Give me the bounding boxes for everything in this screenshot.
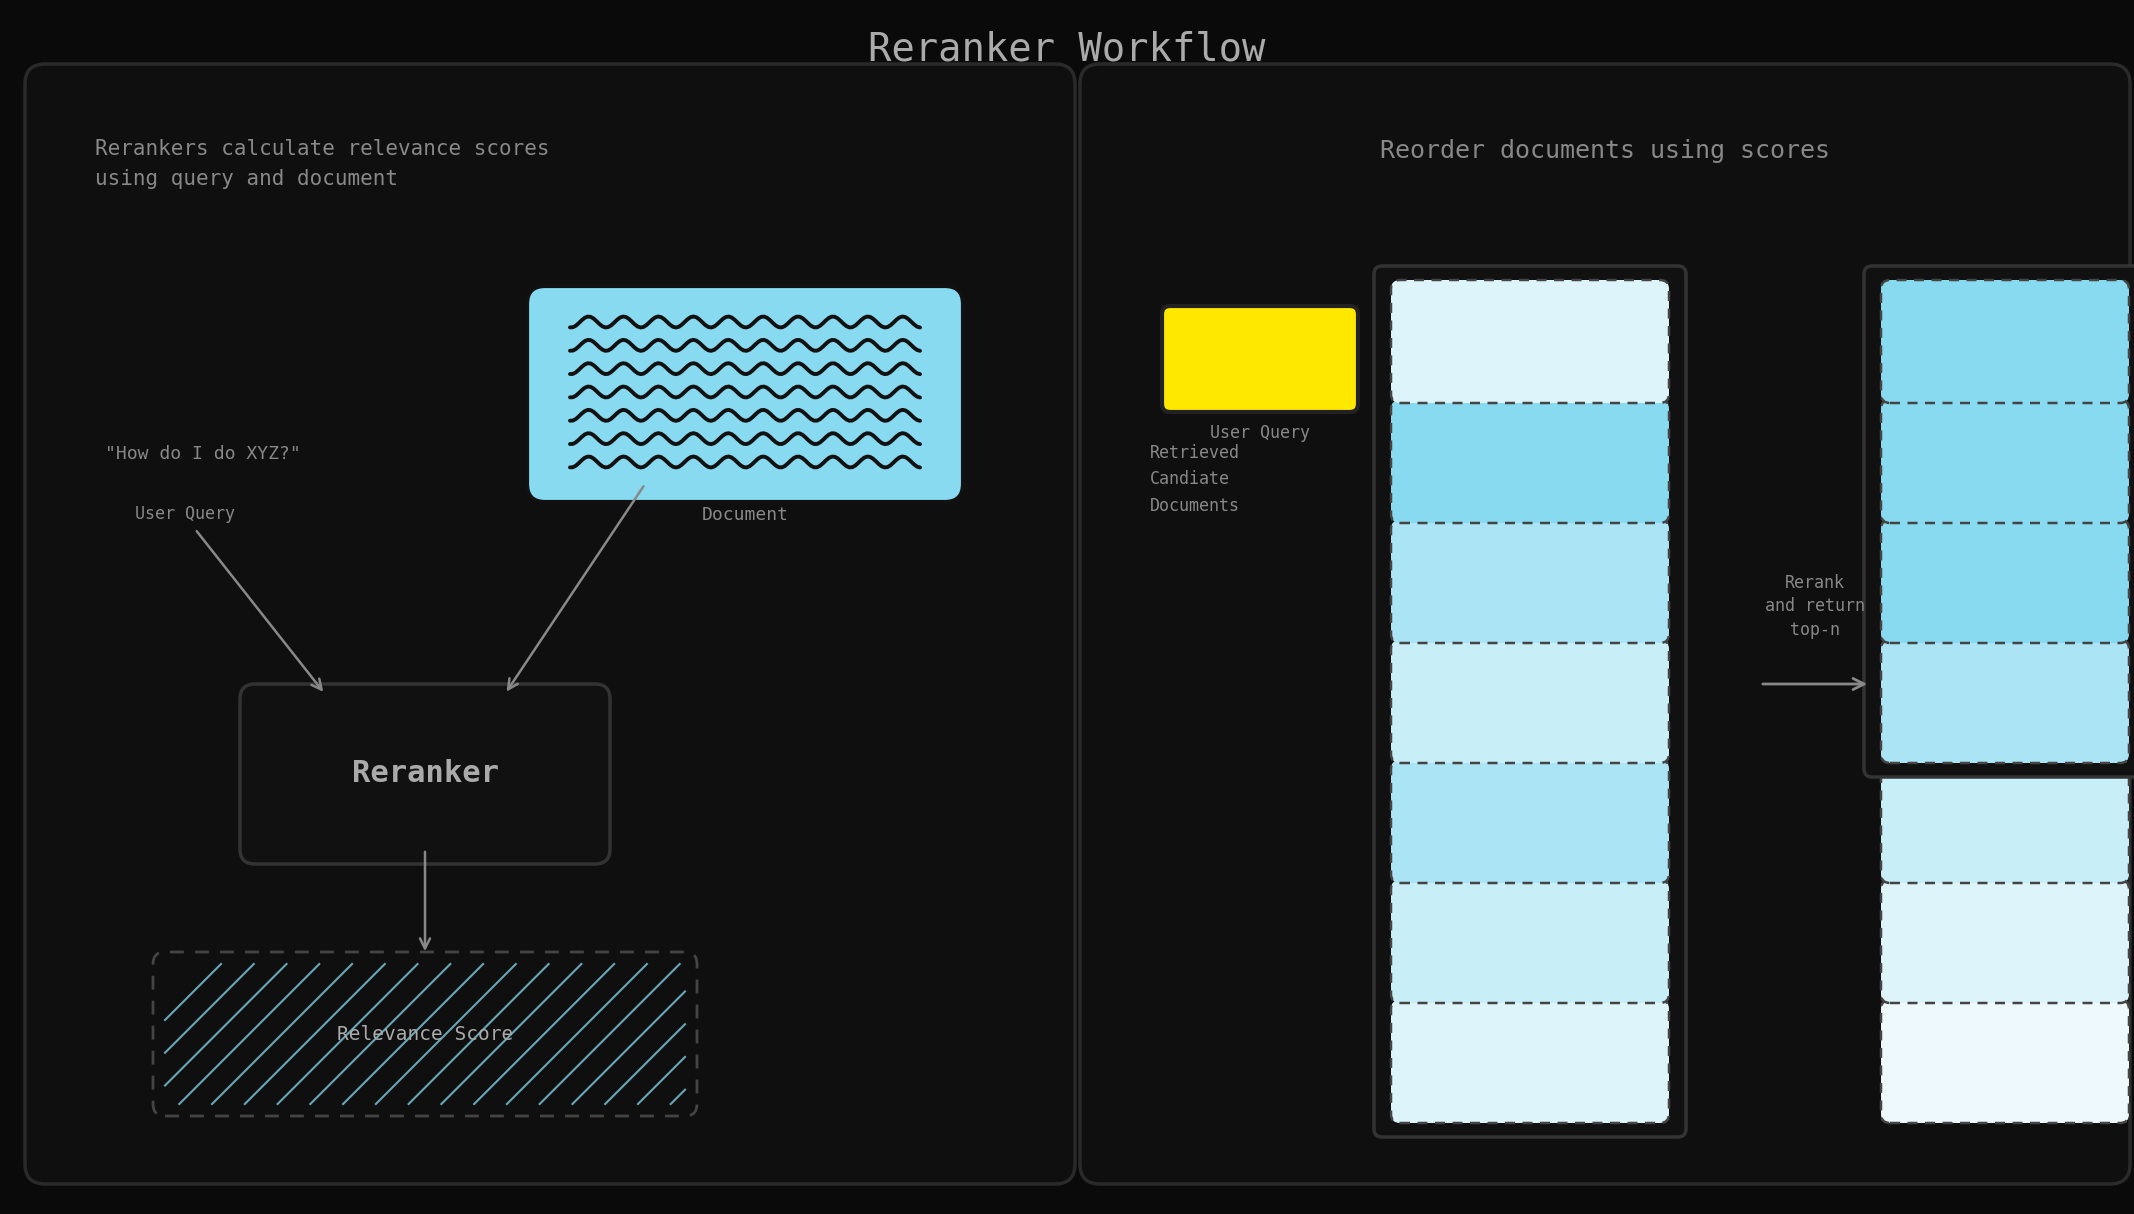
- Text: Relevance Score: Relevance Score: [337, 1025, 512, 1044]
- Text: Reranker: Reranker: [352, 760, 499, 789]
- Text: Reorder documents using scores: Reorder documents using scores: [1381, 138, 1831, 163]
- Text: User Query: User Query: [1210, 424, 1310, 442]
- FancyBboxPatch shape: [26, 64, 1076, 1184]
- FancyBboxPatch shape: [1880, 1000, 2130, 1123]
- Text: "How do I do XYZ?": "How do I do XYZ?": [105, 446, 301, 463]
- FancyBboxPatch shape: [154, 952, 698, 1116]
- FancyBboxPatch shape: [1880, 520, 2130, 643]
- FancyBboxPatch shape: [1880, 760, 2130, 883]
- FancyBboxPatch shape: [1863, 266, 2134, 777]
- Text: Retrieved
Candiate
Documents: Retrieved Candiate Documents: [1150, 444, 1240, 515]
- FancyBboxPatch shape: [1163, 306, 1357, 412]
- FancyBboxPatch shape: [1880, 399, 2130, 523]
- FancyBboxPatch shape: [1374, 266, 1686, 1138]
- FancyBboxPatch shape: [1880, 880, 2130, 1003]
- FancyBboxPatch shape: [1391, 880, 1669, 1003]
- Text: Reranker Workflow: Reranker Workflow: [869, 30, 1265, 68]
- FancyBboxPatch shape: [1391, 1000, 1669, 1123]
- Text: Document: Document: [702, 506, 787, 524]
- FancyBboxPatch shape: [1391, 640, 1669, 764]
- Text: User Query: User Query: [134, 505, 235, 523]
- FancyBboxPatch shape: [1391, 520, 1669, 643]
- Text: Rerank
and return
top-n: Rerank and return top-n: [1765, 574, 1865, 639]
- FancyBboxPatch shape: [1391, 399, 1669, 523]
- FancyBboxPatch shape: [527, 287, 962, 503]
- FancyBboxPatch shape: [239, 683, 610, 864]
- FancyBboxPatch shape: [1391, 760, 1669, 883]
- FancyBboxPatch shape: [1080, 64, 2130, 1184]
- FancyBboxPatch shape: [1391, 280, 1669, 403]
- Text: Rerankers calculate relevance scores
using query and document: Rerankers calculate relevance scores usi…: [96, 138, 548, 188]
- FancyBboxPatch shape: [1880, 280, 2130, 403]
- FancyBboxPatch shape: [1880, 640, 2130, 764]
